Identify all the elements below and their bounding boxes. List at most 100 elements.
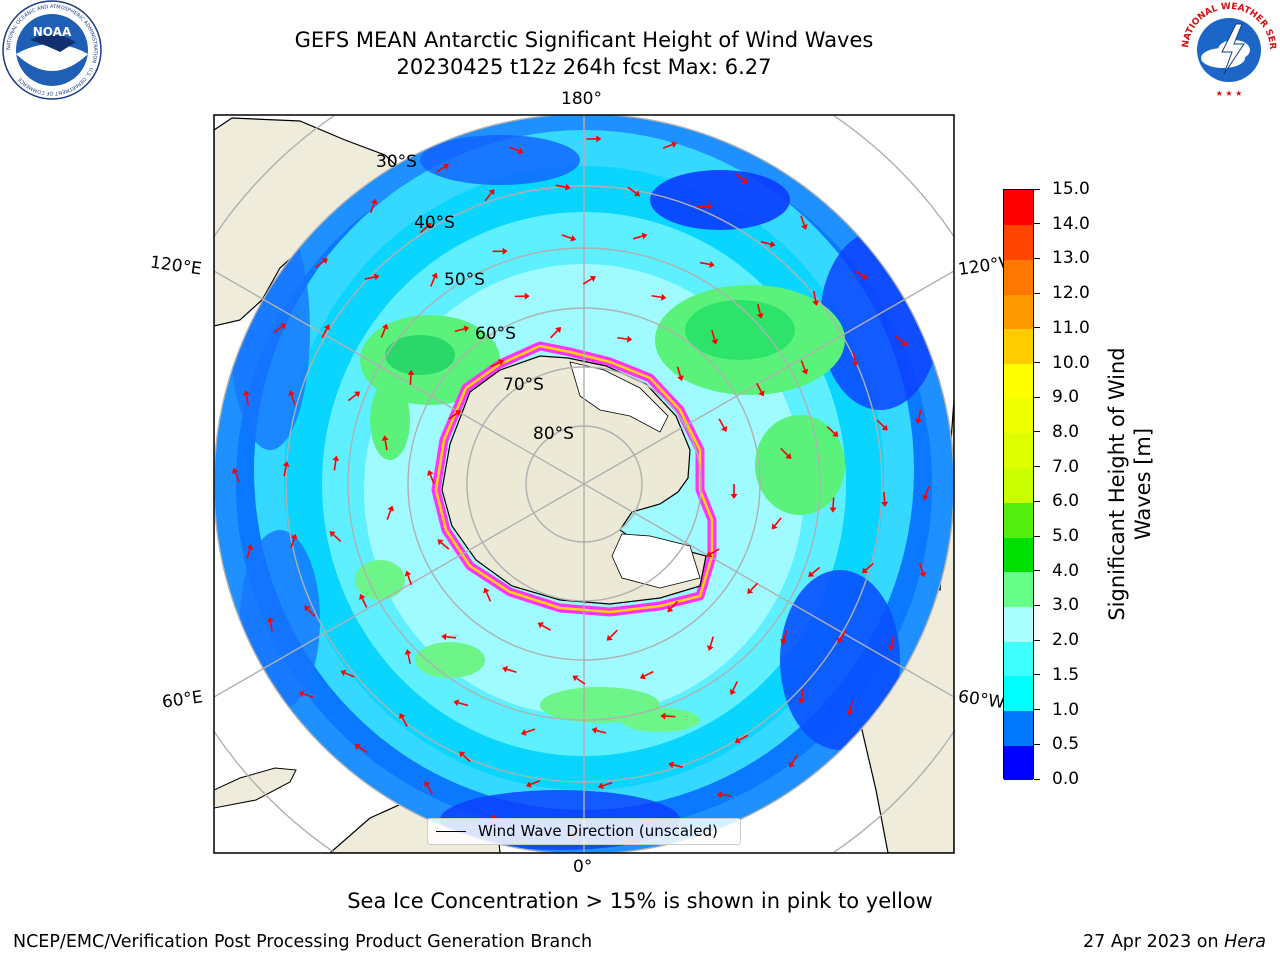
wind-wave-arrow — [380, 328, 386, 338]
wind-wave-arrow — [832, 497, 835, 508]
wind-wave-arrow — [643, 670, 654, 677]
wind-wave-arrowhead — [881, 424, 888, 431]
wind-wave-arrow — [462, 754, 471, 763]
wind-wave-arrowhead — [323, 324, 330, 331]
colorbar-label-line2: Waves [m] — [1131, 427, 1155, 541]
wind-wave-arrow — [358, 746, 368, 753]
wind-wave-arrow — [627, 186, 637, 194]
wind-wave-arrowhead — [340, 669, 347, 677]
wind-wave-arrowhead — [851, 360, 859, 367]
wind-wave-arrowhead — [788, 761, 795, 768]
wind-wave-arrowhead — [667, 606, 674, 613]
wind-wave-arrow — [525, 728, 536, 734]
wind-wave-arrowhead — [498, 359, 505, 366]
wind-wave-arrow — [651, 294, 662, 299]
wind-wave-arrowhead — [354, 743, 361, 750]
wind-wave-arrowhead — [537, 622, 544, 629]
wind-wave-arrowhead — [298, 690, 305, 698]
footer-branch: NCEP/EMC/Verification Post Processing Pr… — [13, 932, 593, 952]
lat-label-30s: 30°S — [376, 152, 417, 172]
weddell-ice-shelf — [611, 533, 701, 589]
wind-wave-arrow — [800, 688, 804, 699]
colorbar-tick — [1034, 292, 1040, 294]
wind-wave-arrow — [699, 261, 711, 266]
colorbar-label: Significant Height of Wind Waves [m] — [1104, 324, 1156, 644]
colorbar-segment — [1004, 224, 1033, 260]
wind-wave-arrowhead — [660, 712, 666, 720]
wind-wave-arrow — [409, 374, 412, 385]
wind-wave-arrow — [446, 635, 457, 639]
wind-wave-arrow — [672, 764, 684, 769]
wind-wave-arrow — [919, 562, 924, 573]
wind-wave-arrow — [419, 225, 429, 234]
colorbar-tick-label: 10.0 — [1052, 352, 1090, 373]
colorbar-tick — [1034, 431, 1040, 433]
colorbar-tick — [1034, 223, 1040, 225]
wind-wave-arrowhead — [459, 751, 466, 758]
colorbar-segment — [1004, 190, 1033, 226]
wind-wave-arrowhead — [404, 649, 412, 655]
ross-ice-shelf — [569, 361, 669, 433]
sea-ice-note: Sea Ice Concentration > 15% is shown in … — [347, 889, 933, 913]
lat-label-40s: 40°S — [414, 213, 455, 233]
wind-wave-arrow — [245, 394, 249, 406]
wind-wave-arrow — [676, 366, 682, 377]
wind-wave-arrow — [273, 325, 283, 333]
wind-wave-arrowhead — [370, 198, 378, 205]
wind-wave-arrowhead — [332, 455, 340, 462]
lat-label-70s: 70°S — [503, 375, 544, 395]
lat-label-80s: 80°S — [533, 424, 574, 444]
wind-wave-arrow — [458, 702, 469, 707]
wind-wave-arrow — [506, 668, 517, 674]
wind-wave-arrow — [369, 203, 375, 214]
wind-wave-arrow — [780, 447, 789, 457]
wind-wave-arrowhead — [589, 275, 596, 282]
wind-wave-arrow — [839, 630, 847, 640]
colorbar-tick-label: 5.0 — [1052, 526, 1080, 547]
wind-wave-arrow — [924, 486, 930, 496]
wind-wave-arrowhead — [711, 338, 719, 345]
wind-wave-arrow — [849, 700, 854, 711]
wind-wave-arrow — [895, 335, 905, 344]
wind-wave-arrow — [401, 717, 408, 727]
wind-wave-arrow — [791, 754, 798, 765]
wind-wave-arrow — [756, 304, 761, 315]
wind-wave-arrow — [364, 276, 375, 280]
colorbar-tick-label: 9.0 — [1052, 387, 1080, 408]
wind-wave-arrowhead — [282, 461, 290, 467]
wind-wave-arrowhead — [596, 135, 602, 143]
wind-wave-arrow — [561, 234, 572, 239]
colorbar-tick-label: 12.0 — [1052, 283, 1090, 304]
wind-wave-arrow — [435, 166, 446, 173]
wind-wave-arrow — [826, 426, 836, 435]
wind-wave-arrow — [307, 608, 316, 617]
wind-wave-arrow — [774, 517, 782, 527]
wind-wave-arrowhead — [591, 727, 598, 734]
colorbar-segment — [1004, 537, 1033, 573]
wind-wave-arrowhead — [769, 240, 776, 248]
wind-wave-arrow — [321, 328, 328, 338]
wind-wave-arrow — [361, 598, 368, 608]
colorbar-segment — [1004, 328, 1033, 365]
wind-wave-arrowhead — [431, 272, 438, 279]
colorbar-tick — [1034, 362, 1040, 364]
wind-wave-arrowhead — [524, 292, 530, 300]
colorbar-tick — [1034, 466, 1040, 468]
legend-line-sample — [436, 831, 466, 832]
colorbar-segment — [1004, 467, 1033, 503]
wind-wave-arrowhead — [888, 644, 895, 651]
wind-wave-arrowhead — [597, 782, 604, 790]
wind-wave-arrow — [735, 173, 745, 181]
wind-wave-arrows — [232, 135, 930, 838]
colorbar-tick — [1034, 570, 1040, 572]
colorbar-tick-label: 14.0 — [1052, 213, 1090, 234]
colorbar-tick — [1034, 535, 1040, 537]
colorbar-segment — [1004, 606, 1033, 642]
footer-date: 27 Apr 2023 on Hera — [1083, 932, 1266, 952]
wind-wave-arrow — [234, 472, 240, 482]
wind-wave-arrow — [670, 600, 679, 610]
wind-wave-arrowhead — [812, 300, 820, 306]
wind-wave-arrowhead — [404, 570, 412, 577]
wind-wave-arrow — [756, 382, 763, 393]
wind-wave-arrowhead — [922, 494, 929, 501]
